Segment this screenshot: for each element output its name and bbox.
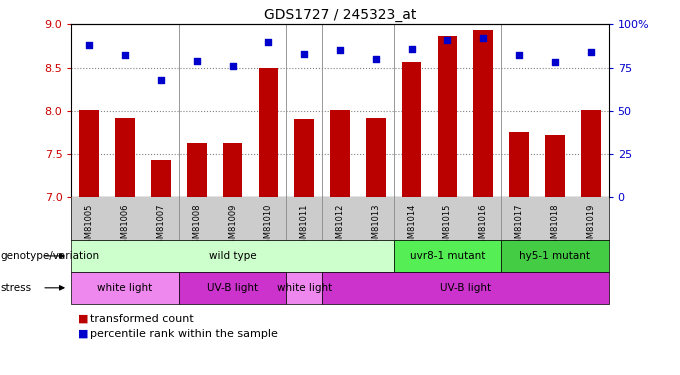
Bar	[71, 240, 394, 272]
Point	[442, 37, 453, 43]
Text: ■: ■	[78, 314, 88, 324]
Title: GDS1727 / 245323_at: GDS1727 / 245323_at	[264, 8, 416, 22]
Bar	[286, 272, 322, 304]
Point	[156, 76, 167, 82]
Point	[585, 49, 596, 55]
Point	[371, 56, 381, 62]
Bar	[545, 135, 564, 197]
Text: transformed count: transformed count	[90, 314, 194, 324]
Bar	[438, 36, 457, 197]
Bar	[473, 30, 493, 197]
Bar	[151, 160, 171, 197]
Bar	[501, 240, 609, 272]
Text: UV-B light: UV-B light	[207, 283, 258, 293]
Point	[513, 53, 524, 58]
Text: wild type: wild type	[209, 251, 256, 261]
Text: ■: ■	[78, 329, 88, 339]
Text: GSM81018: GSM81018	[550, 203, 560, 249]
Text: percentile rank within the sample: percentile rank within the sample	[90, 329, 278, 339]
Text: white light: white light	[277, 283, 332, 293]
Text: GSM81008: GSM81008	[192, 203, 201, 249]
Text: GSM81014: GSM81014	[407, 203, 416, 249]
Text: hy5-1 mutant: hy5-1 mutant	[520, 251, 590, 261]
Bar	[366, 117, 386, 197]
Text: GSM81007: GSM81007	[156, 203, 165, 249]
Point	[191, 58, 202, 64]
Text: GSM81012: GSM81012	[335, 203, 345, 249]
Text: genotype/variation: genotype/variation	[1, 251, 100, 261]
Text: GSM81005: GSM81005	[85, 203, 94, 249]
Point	[299, 51, 309, 57]
Text: GSM81011: GSM81011	[300, 203, 309, 249]
Text: GSM81006: GSM81006	[120, 203, 130, 249]
Text: GSM81017: GSM81017	[515, 203, 524, 249]
Text: uvr8-1 mutant: uvr8-1 mutant	[410, 251, 485, 261]
Text: UV-B light: UV-B light	[440, 283, 491, 293]
Text: GSM81016: GSM81016	[479, 203, 488, 249]
Point	[335, 47, 345, 53]
Point	[478, 35, 489, 41]
Text: GSM81015: GSM81015	[443, 203, 452, 249]
Point	[84, 42, 95, 48]
Bar	[116, 117, 135, 197]
Text: GSM81010: GSM81010	[264, 203, 273, 249]
Text: GSM81019: GSM81019	[586, 203, 595, 249]
Bar	[509, 132, 529, 197]
Bar	[322, 272, 609, 304]
Bar	[223, 142, 242, 197]
Point	[549, 59, 560, 65]
Bar	[258, 68, 278, 197]
Bar	[402, 62, 422, 197]
Text: GSM81013: GSM81013	[371, 203, 380, 249]
Point	[227, 63, 238, 69]
Point	[406, 45, 417, 51]
Bar	[71, 272, 179, 304]
Bar	[330, 110, 350, 197]
Bar	[187, 143, 207, 197]
Text: stress: stress	[1, 283, 32, 293]
Point	[120, 53, 131, 58]
Bar	[581, 110, 600, 197]
Bar	[394, 240, 501, 272]
Bar	[179, 272, 286, 304]
Text: GSM81009: GSM81009	[228, 203, 237, 249]
Bar	[294, 119, 314, 197]
Bar	[80, 110, 99, 197]
Text: white light: white light	[97, 283, 153, 293]
Point	[263, 39, 274, 45]
